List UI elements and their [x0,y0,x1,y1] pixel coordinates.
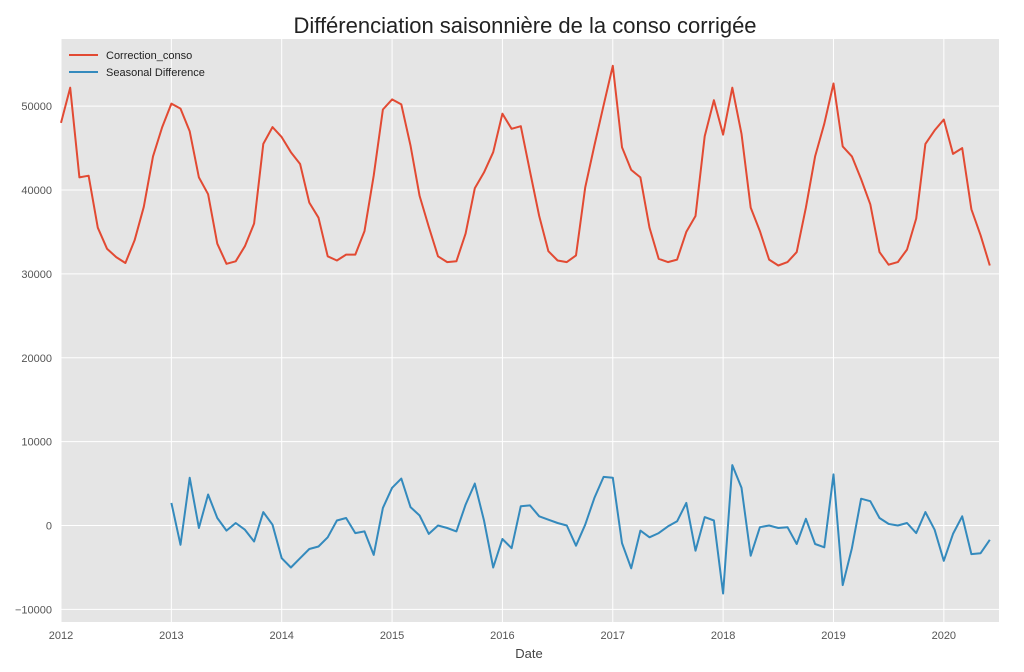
x-tick-label: 2012 [49,630,73,642]
y-tick-label: −10000 [15,604,52,616]
x-tick-label: 2013 [159,630,183,642]
legend: Correction_conso Seasonal Difference [69,50,205,79]
y-tick-label: 30000 [21,269,52,281]
series-line-seasonal-difference [170,464,991,595]
legend-label: Correction_conso [106,50,192,62]
legend-label: Seasonal Difference [106,67,205,79]
x-tick-label: 2014 [269,630,293,642]
x-tick-label: 2016 [490,630,514,642]
x-axis-label: Date [515,646,542,661]
series-lines [60,64,991,595]
grid-lines [60,39,999,622]
plot-background [61,39,999,622]
x-tick-labels: 2012 2013 2014 2015 2016 2017 2018 2019 2020 [49,630,956,642]
x-tick-label: 2015 [380,630,404,642]
x-tick-label: 2017 [601,630,625,642]
y-tick-label: 20000 [21,353,52,365]
chart-title: Différenciation saisonnière de la conso … [293,13,756,38]
y-tick-label: 50000 [21,101,52,113]
y-tick-label: 10000 [21,437,52,449]
series-line-correction-conso [60,64,991,267]
x-tick-label: 2018 [711,630,735,642]
x-tick-label: 2019 [821,630,845,642]
y-tick-labels: −10000 0 10000 20000 30000 40000 50000 [15,101,52,616]
y-tick-label: 40000 [21,185,52,197]
x-tick-label: 2020 [932,630,956,642]
y-tick-label: 0 [46,521,52,533]
